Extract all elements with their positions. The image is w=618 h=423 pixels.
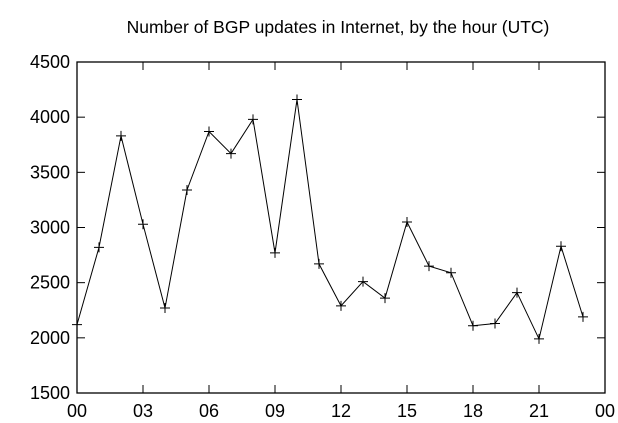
data-point: [336, 300, 346, 311]
data-point: [116, 130, 126, 141]
data-point: [578, 311, 588, 322]
y-tick-label: 2500: [30, 273, 70, 293]
data-point: [468, 320, 478, 331]
data-point: [446, 267, 456, 278]
data-point: [270, 247, 280, 258]
data-point: [534, 333, 544, 344]
y-tick-label: 3500: [30, 162, 70, 182]
x-axis-tick-labels: 00 03 06 09 12 15 18 21 00: [67, 401, 615, 421]
data-point: [182, 184, 192, 195]
x-tick-label: 18: [463, 401, 483, 421]
data-point-markers: [72, 94, 588, 344]
data-point: [424, 261, 434, 272]
data-point: [94, 242, 104, 253]
x-tick-label: 00: [67, 401, 87, 421]
data-point: [556, 241, 566, 252]
x-tick-label: 06: [199, 401, 219, 421]
data-point: [380, 293, 390, 304]
data-point: [402, 216, 412, 227]
y-tick-label: 3000: [30, 218, 70, 238]
y-tick-label: 2000: [30, 328, 70, 348]
x-tick-label: 12: [331, 401, 351, 421]
data-point: [226, 148, 236, 159]
series-line: [76, 99, 584, 341]
x-tick-label: 09: [265, 401, 285, 421]
data-point: [204, 126, 214, 137]
data-point: [358, 276, 368, 287]
data-point: [490, 318, 500, 329]
y-tick-label: 4000: [30, 107, 70, 127]
x-tick-label: 00: [595, 401, 615, 421]
data-point: [292, 94, 302, 105]
data-point: [160, 303, 170, 314]
data-point: [314, 258, 324, 269]
data-point: [138, 219, 148, 230]
data-point: [248, 114, 258, 125]
y-tick-label: 4500: [30, 52, 70, 72]
x-tick-label: 21: [529, 401, 549, 421]
x-tick-label: 03: [133, 401, 153, 421]
axis-ticks: [76, 61, 606, 394]
data-point: [72, 319, 82, 330]
chart-title: Number of BGP updates in Internet, by th…: [126, 17, 550, 37]
y-tick-label: 1500: [30, 383, 70, 403]
data-point: [512, 287, 522, 298]
y-axis-tick-labels: 1500 2000 2500 3000 3500 4000 4500: [30, 52, 70, 403]
plot-frame: [76, 61, 606, 394]
x-tick-label: 15: [397, 401, 417, 421]
